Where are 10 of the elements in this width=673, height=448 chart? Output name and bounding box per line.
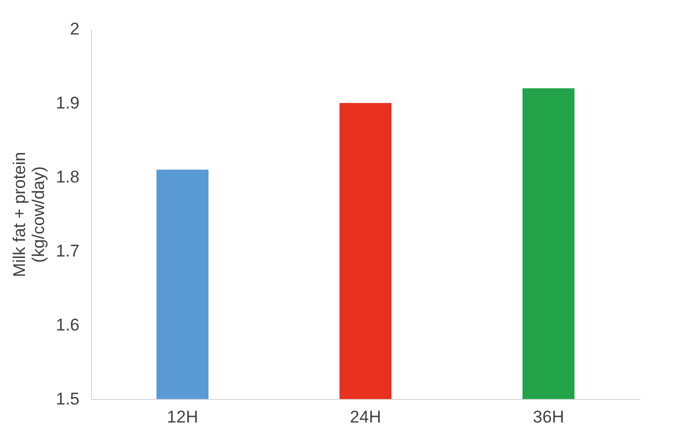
- y-tick-label: 1.8: [56, 168, 80, 186]
- y-tick-label: 2: [70, 20, 80, 38]
- y-axis-title: Milk fat + protein (kg/cow/day): [10, 152, 48, 278]
- x-tick-label: 24H: [350, 408, 382, 426]
- y-tick-label: 1.5: [56, 390, 80, 408]
- y-tick-label: 1.6: [56, 316, 80, 334]
- x-tick-label: 12H: [166, 408, 198, 426]
- y-tick-label: 1.9: [56, 94, 80, 112]
- y-tick-label: 1.7: [56, 242, 80, 260]
- x-tick-label: 36H: [532, 408, 564, 426]
